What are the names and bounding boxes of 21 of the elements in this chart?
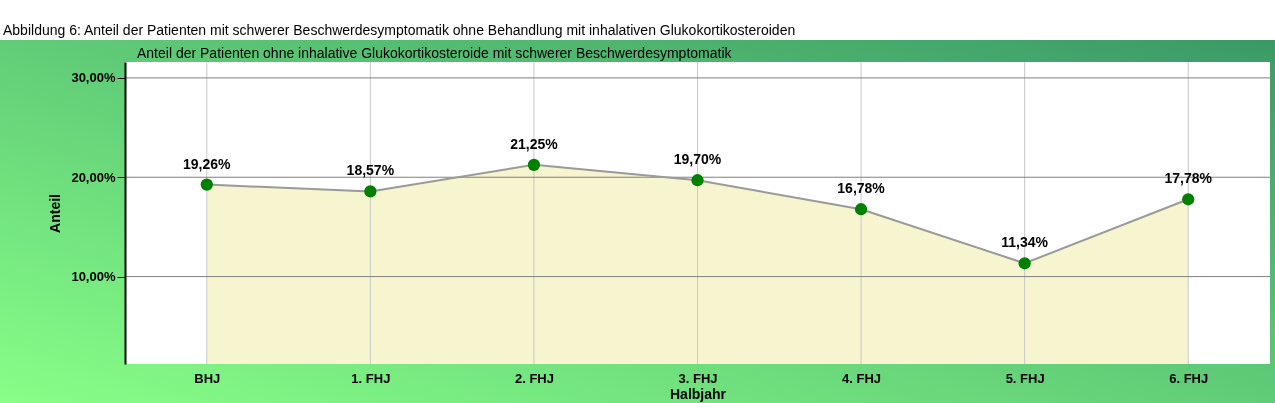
data-label: 19,26% <box>183 155 232 172</box>
x-tick-label: 6. FHJ <box>1169 370 1209 386</box>
x-tick-label: 5. FHJ <box>1005 370 1045 386</box>
data-label: 18,57% <box>346 162 395 179</box>
chart-subtitle: Anteil der Patienten ohne inhalative Glukokortikosteroide mit schwerer Beschwerdesymptomatik <box>137 45 733 61</box>
x-tick-label: 3. FHJ <box>678 370 718 386</box>
x-tick-label: BHJ <box>194 370 221 386</box>
x-tick-label: 4. FHJ <box>842 370 882 386</box>
x-tick-label: 1. FHJ <box>351 370 391 386</box>
data-label: 11,34% <box>1001 234 1049 251</box>
chart-title: Abbildung 6: Anteil der Patienten mit schwerer Beschwerdesymptomatik ohne Behandlung mit inhalativen Glukokortikosteroiden <box>3 22 796 38</box>
y-axis-title: Anteil <box>47 194 64 233</box>
data-label: 21,25% <box>510 135 559 152</box>
data-label: 17,78% <box>1164 170 1213 187</box>
y-tick-label: 20,00% <box>71 169 116 185</box>
data-label: 19,70% <box>673 151 722 168</box>
x-tick-label: 2. FHJ <box>514 370 554 386</box>
y-tick-label: 10,00% <box>71 269 116 285</box>
data-label: 16,78% <box>837 180 886 197</box>
y-tick-label: 30,00% <box>71 70 116 86</box>
x-axis-title: Halbjahr <box>669 385 727 402</box>
